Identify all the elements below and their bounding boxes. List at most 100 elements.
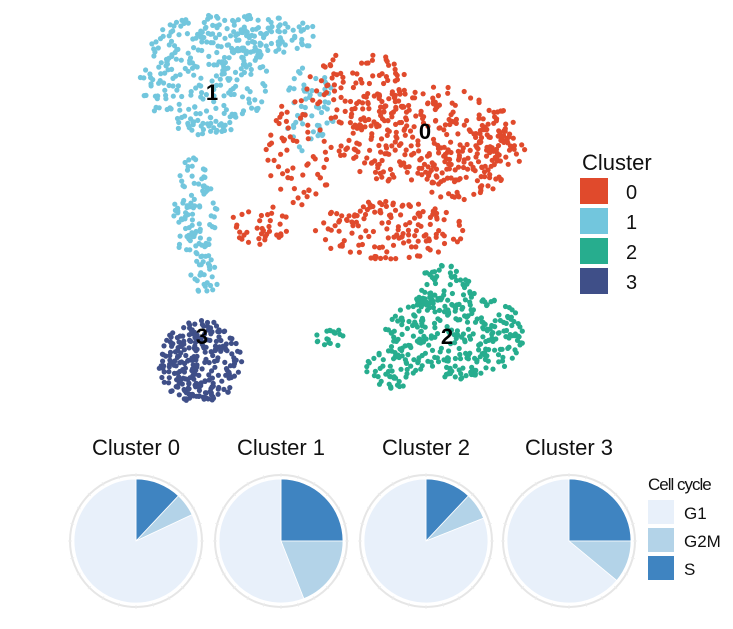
scatter-point-cluster-0 bbox=[359, 60, 365, 66]
scatter-point-cluster-1 bbox=[148, 81, 154, 87]
scatter-point-cluster-0 bbox=[441, 233, 447, 239]
scatter-point-cluster-1 bbox=[299, 42, 305, 48]
scatter-point-cluster-1 bbox=[243, 64, 249, 70]
scatter-point-cluster-0 bbox=[477, 189, 483, 196]
scatter-point-cluster-1 bbox=[296, 144, 302, 150]
scatter-point-cluster-0 bbox=[383, 143, 389, 149]
scatter-point-cluster-0 bbox=[330, 57, 336, 63]
scatter-point-cluster-2 bbox=[439, 263, 445, 269]
scatter-point-cluster-0 bbox=[322, 237, 329, 243]
scatter-point-cluster-0 bbox=[383, 203, 389, 209]
scatter-point-cluster-0 bbox=[397, 159, 403, 165]
scatter-point-cluster-1 bbox=[299, 65, 306, 71]
scatter-point-cluster-0 bbox=[376, 108, 382, 114]
scatter-point-cluster-2 bbox=[444, 324, 450, 330]
scatter-point-cluster-0 bbox=[317, 175, 323, 181]
scatter-point-cluster-0 bbox=[402, 152, 408, 158]
scatter-point-cluster-1 bbox=[257, 49, 263, 55]
scatter-point-cluster-2 bbox=[485, 337, 492, 343]
scatter-point-cluster-1 bbox=[188, 192, 195, 198]
scatter-point-cluster-0 bbox=[495, 143, 502, 149]
scatter-point-cluster-3 bbox=[229, 351, 235, 357]
scatter-point-cluster-2 bbox=[436, 307, 443, 313]
pie-ring-tick bbox=[613, 585, 618, 590]
scatter-point-cluster-1 bbox=[221, 66, 228, 72]
scatter-point-cluster-0 bbox=[269, 210, 275, 216]
scatter-point-cluster-1 bbox=[268, 19, 274, 25]
scatter-point-cluster-1 bbox=[221, 93, 227, 99]
scatter-point-cluster-0 bbox=[403, 222, 409, 228]
scatter-point-cluster-2 bbox=[472, 355, 478, 361]
scatter-point-cluster-1 bbox=[199, 242, 205, 248]
scatter-point-cluster-3 bbox=[201, 345, 207, 351]
pie-ring-tick bbox=[360, 557, 365, 560]
scatter-point-cluster-0 bbox=[365, 91, 371, 97]
scatter-point-cluster-2 bbox=[448, 264, 454, 270]
scatter-point-cluster-0 bbox=[482, 127, 488, 133]
scatter-point-cluster-1 bbox=[197, 111, 203, 117]
scatter-point-cluster-2 bbox=[467, 336, 474, 342]
scatter-point-cluster-1 bbox=[238, 66, 244, 72]
scatter-point-cluster-3 bbox=[202, 349, 208, 355]
scatter-point-cluster-0 bbox=[362, 118, 368, 124]
scatter-point-cluster-3 bbox=[167, 349, 174, 355]
scatter-point-cluster-0 bbox=[284, 147, 290, 153]
scatter-point-cluster-2 bbox=[453, 268, 459, 274]
scatter-point-cluster-0 bbox=[450, 236, 457, 242]
scatter-point-cluster-1 bbox=[192, 104, 198, 110]
scatter-point-cluster-0 bbox=[445, 90, 451, 96]
scatter-point-cluster-1 bbox=[217, 122, 223, 128]
scatter-point-cluster-2 bbox=[428, 335, 434, 341]
scatter-point-cluster-0 bbox=[502, 126, 508, 132]
scatter-point-cluster-3 bbox=[199, 335, 205, 341]
scatter-point-cluster-0 bbox=[338, 85, 344, 91]
pie-ring-tick bbox=[76, 506, 81, 510]
scatter-point-cluster-2 bbox=[423, 299, 429, 305]
scatter-point-cluster-0 bbox=[391, 61, 397, 67]
scatter-point-cluster-0 bbox=[460, 164, 467, 171]
scatter-point-cluster-1 bbox=[240, 29, 246, 36]
cluster-label-0: 0 bbox=[419, 119, 431, 144]
scatter-point-cluster-0 bbox=[496, 152, 502, 158]
scatter-point-cluster-0 bbox=[444, 166, 450, 172]
scatter-point-cluster-0 bbox=[452, 102, 458, 108]
scatter-point-cluster-0 bbox=[270, 204, 276, 210]
scatter-point-cluster-3 bbox=[187, 322, 193, 328]
scatter-point-cluster-3 bbox=[194, 353, 200, 359]
scatter-point-cluster-2 bbox=[509, 322, 515, 329]
scatter-point-cluster-3 bbox=[222, 328, 228, 334]
scatter-point-cluster-0 bbox=[306, 187, 312, 193]
scatter-point-cluster-0 bbox=[357, 208, 363, 214]
scatter-point-cluster-1 bbox=[188, 272, 194, 278]
scatter-point-cluster-1 bbox=[200, 259, 206, 265]
scatter-point-cluster-0 bbox=[420, 209, 426, 215]
scatter-point-cluster-0 bbox=[434, 210, 440, 216]
scatter-point-cluster-2 bbox=[391, 375, 397, 381]
scatter-point-cluster-1 bbox=[179, 114, 185, 121]
scatter-point-cluster-2 bbox=[499, 358, 506, 364]
scatter-point-cluster-1 bbox=[233, 33, 239, 39]
scatter-point-cluster-1 bbox=[193, 85, 199, 91]
scatter-point-cluster-0 bbox=[519, 142, 525, 148]
scatter-point-cluster-2 bbox=[499, 346, 505, 352]
pie-ring-tick bbox=[470, 585, 475, 590]
scatter-point-cluster-2 bbox=[471, 290, 477, 297]
scatter-point-cluster-0 bbox=[498, 137, 504, 143]
scatter-point-cluster-2 bbox=[391, 328, 397, 334]
scatter-point-cluster-1 bbox=[157, 78, 163, 84]
scatter-point-cluster-0 bbox=[423, 238, 429, 244]
scatter-point-cluster-1 bbox=[173, 73, 179, 79]
scatter-point-cluster-2 bbox=[415, 298, 421, 304]
scatter-point-cluster-2 bbox=[321, 342, 328, 348]
scatter-point-cluster-1 bbox=[211, 99, 217, 105]
scatter-point-cluster-0 bbox=[404, 169, 410, 175]
scatter-point-cluster-3 bbox=[205, 323, 211, 329]
pie-ring-tick bbox=[442, 475, 445, 480]
scatter-point-cluster-3 bbox=[208, 392, 215, 398]
scatter-point-cluster-3 bbox=[212, 347, 218, 354]
scatter-point-cluster-0 bbox=[390, 109, 396, 115]
scatter-point-cluster-0 bbox=[479, 122, 485, 129]
scatter-point-cluster-1 bbox=[226, 90, 232, 96]
scatter-point-cluster-0 bbox=[325, 82, 331, 88]
scatter-point-cluster-0 bbox=[384, 226, 390, 232]
